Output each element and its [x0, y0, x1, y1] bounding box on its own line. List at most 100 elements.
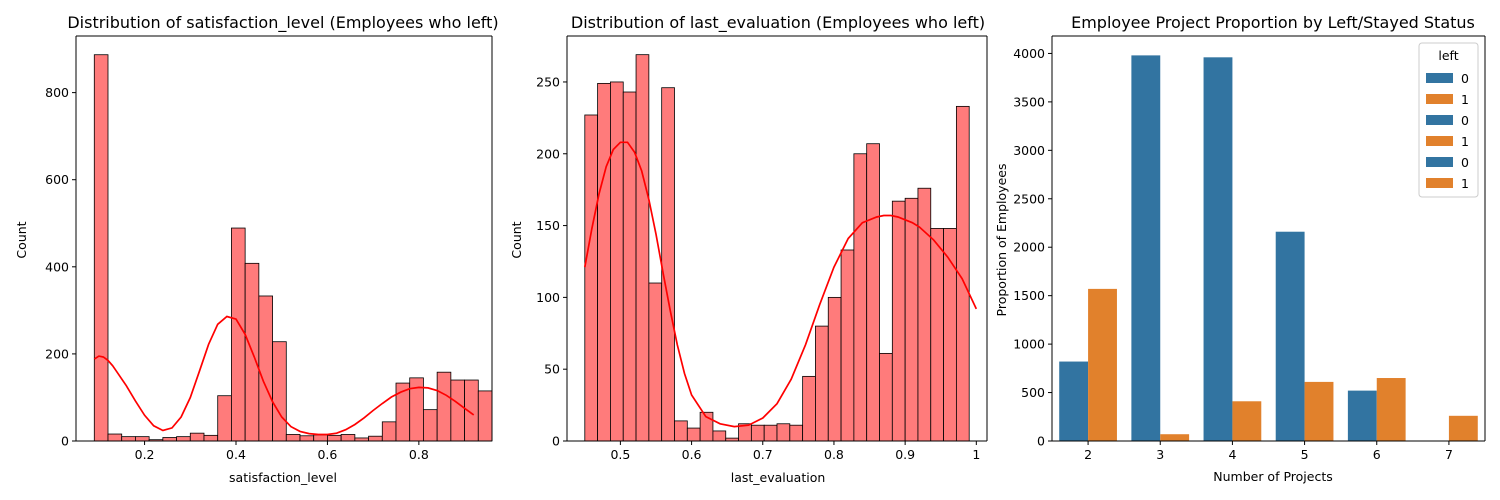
histogram-bar: [827, 296, 842, 442]
y-tick-label: 100: [536, 290, 560, 305]
histogram-bar: [299, 435, 315, 442]
histogram-bar: [686, 427, 701, 442]
x-tick-label: 0.6: [682, 447, 702, 462]
x-tick-label: 4: [1228, 447, 1236, 462]
histogram-bar: [763, 424, 778, 442]
chart-title: Distribution of satisfaction_level (Empl…: [67, 13, 498, 33]
histogram-bar: [776, 423, 791, 442]
histogram-bar: [750, 424, 765, 442]
histogram-bar: [712, 430, 727, 442]
x-axis-label: Number of Projects: [1213, 469, 1333, 484]
histogram-bar: [436, 371, 452, 442]
project-bar-panel: Employee Project Proportion by Left/Stay…: [994, 13, 1486, 484]
x-tick-label: 0.9: [895, 447, 915, 462]
histogram-bar: [930, 228, 944, 442]
x-tick-label: 6: [1373, 447, 1381, 462]
histogram-bar: [176, 436, 191, 442]
kde-line: [583, 141, 978, 428]
x-tick-label: 0.4: [226, 447, 246, 462]
y-axis-label: Count: [509, 221, 524, 258]
x-tick-label: 7: [1445, 447, 1453, 462]
histogram-bar: [327, 434, 342, 442]
legend-swatch: [1426, 178, 1453, 188]
legend-swatch: [1426, 115, 1453, 125]
x-tick-label: 0.7: [753, 447, 773, 462]
y-tick-label: 200: [536, 146, 560, 161]
histogram-bar: [904, 197, 919, 442]
legend-swatch: [1426, 94, 1453, 104]
histogram-bar: [815, 325, 829, 442]
histogram-bar: [231, 227, 246, 442]
y-tick-label: 3500: [1013, 94, 1045, 109]
histogram-bar: [135, 436, 150, 442]
histogram-bar: [340, 434, 356, 442]
histogram-bar: [272, 341, 287, 442]
histogram-bar: [853, 153, 868, 442]
bar: [1088, 288, 1117, 441]
x-axis-label: last_evaluation: [731, 470, 826, 485]
legend-swatch: [1426, 73, 1453, 83]
y-tick-label: 250: [536, 74, 560, 89]
bar: [1131, 55, 1161, 441]
histogram-bar: [802, 375, 816, 442]
histogram-bar: [217, 395, 232, 442]
chart-title: Distribution of last_evaluation (Employe…: [571, 13, 985, 33]
bar: [1304, 381, 1334, 441]
histogram-bar: [610, 81, 624, 442]
legend-label: 0: [1461, 113, 1469, 128]
y-tick-label: 800: [45, 85, 69, 100]
y-tick-label: 0: [1037, 434, 1045, 449]
y-tick-label: 4000: [1013, 46, 1045, 61]
histogram-bar: [189, 432, 205, 442]
y-tick-label: 400: [45, 259, 69, 274]
x-tick-label: 0.5: [610, 447, 630, 462]
x-tick-label: 2: [1084, 447, 1092, 462]
y-tick-label: 200: [45, 346, 69, 361]
histogram-bar: [381, 421, 397, 442]
bar: [1059, 361, 1089, 441]
bar: [1347, 390, 1377, 441]
y-tick-label: 0: [61, 434, 69, 449]
evaluation-histogram-panel: Distribution of last_evaluation (Employe…: [509, 13, 988, 485]
histogram-bar: [840, 249, 855, 442]
histogram-bar: [917, 187, 932, 442]
y-axis-label: Count: [14, 221, 29, 258]
histogram-bar: [121, 436, 136, 442]
histogram-bar: [313, 434, 328, 442]
legend-label: 1: [1461, 134, 1469, 149]
y-tick-label: 3000: [1013, 143, 1045, 158]
satisfaction-histogram-panel: Distribution of satisfaction_level (Empl…: [14, 13, 499, 485]
y-tick-label: 1000: [1013, 337, 1045, 352]
histogram-bar: [891, 200, 906, 442]
histogram-bar: [597, 82, 611, 442]
x-tick-label: 1: [972, 447, 980, 462]
histogram-bar: [107, 433, 123, 442]
x-tick-label: 3: [1156, 447, 1164, 462]
histogram-bar: [866, 143, 880, 442]
y-tick-label: 500: [1021, 385, 1045, 400]
histogram-bar: [477, 390, 493, 442]
bar: [1448, 415, 1478, 441]
x-tick-label: 0.8: [409, 447, 429, 462]
histogram-bar: [368, 435, 383, 442]
legend-title: left: [1438, 48, 1458, 63]
x-tick-label: 0.8: [824, 447, 844, 462]
y-tick-label: 50: [544, 362, 560, 377]
x-tick-label: 0.6: [317, 447, 337, 462]
bar: [1160, 434, 1190, 441]
y-tick-label: 600: [45, 172, 69, 187]
histogram-bar: [584, 114, 599, 442]
y-axis-label: Proportion of Employees: [994, 164, 1009, 317]
y-tick-label: 1500: [1013, 288, 1045, 303]
y-tick-label: 0: [552, 434, 560, 449]
legend-label: 1: [1461, 176, 1469, 191]
chart-title: Employee Project Proportion by Left/Stay…: [1071, 13, 1475, 32]
legend-swatch: [1426, 136, 1453, 146]
histogram-bar: [648, 282, 663, 442]
legend-label: 1: [1461, 92, 1469, 107]
histogram-bar: [285, 434, 301, 442]
histogram-bar: [450, 379, 465, 442]
x-tick-label: 5: [1301, 447, 1309, 462]
histogram-bar: [93, 54, 109, 442]
